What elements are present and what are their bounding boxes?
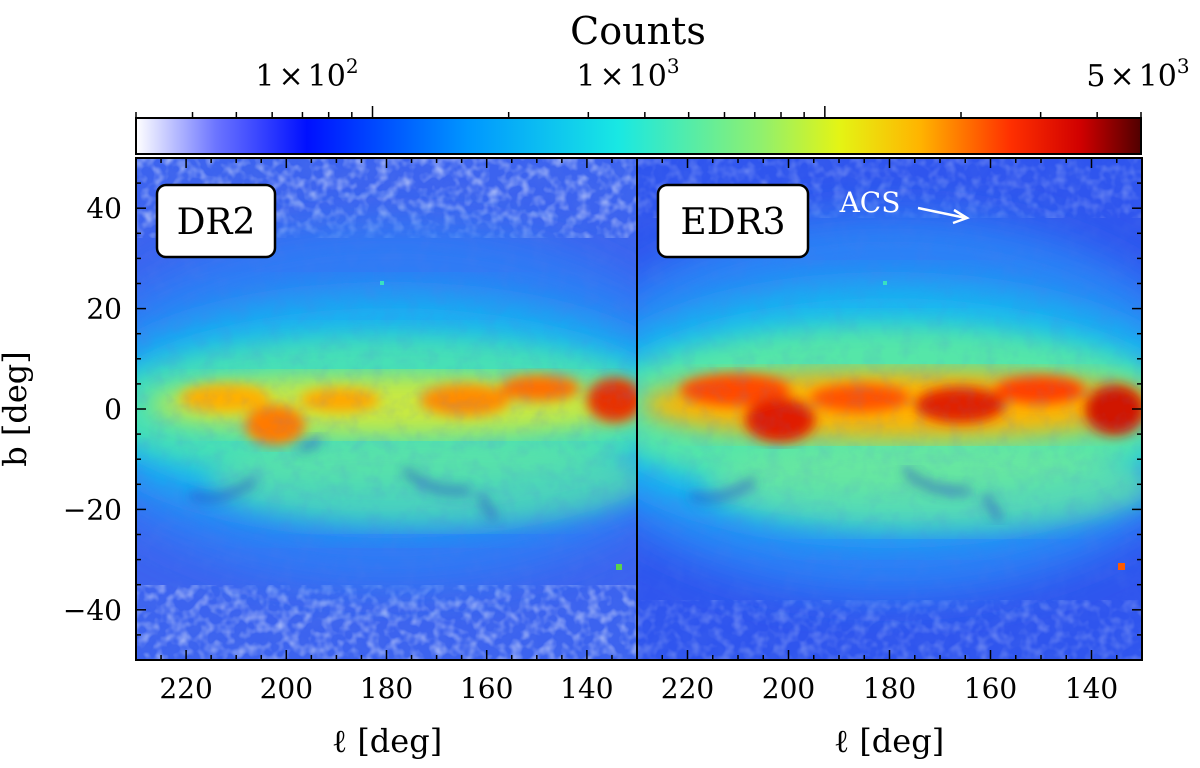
- y-tick-label: −40: [63, 594, 122, 627]
- x-tick-label: 160: [460, 672, 513, 705]
- x-tick-label: 200: [260, 672, 313, 705]
- x-tick-label: 160: [964, 672, 1017, 705]
- panel-edr3-compact-source-1: [883, 281, 887, 285]
- x-tick-label: 200: [762, 672, 815, 705]
- x-axis-title-edr3: ℓ [deg]: [834, 722, 944, 760]
- colorbar-tick-labels: 1 × 102 1 × 103 5 × 103: [255, 54, 1189, 94]
- panel-dr2-compact-source-2: [616, 564, 622, 570]
- y-tick-label: −20: [63, 493, 122, 526]
- x-tick-label: 140: [1065, 672, 1118, 705]
- panel-dr2-label: DR2: [177, 202, 256, 243]
- y-axis-title: b [deg]: [0, 351, 34, 467]
- x-tick-label: 180: [360, 672, 413, 705]
- panel-edr3-label-box: EDR3: [656, 183, 810, 259]
- acs-arrow: [917, 206, 970, 225]
- y-tick-label: 20: [86, 293, 122, 326]
- panel-dr2-compact-source-1: [380, 281, 384, 285]
- colorbar-tick-label-100: 1 × 102: [255, 54, 358, 94]
- colorbar-title: Counts: [570, 9, 706, 53]
- x-tick-label: 180: [863, 672, 916, 705]
- panel-dr2: DR2: [135, 157, 638, 661]
- x-tick-label: 220: [159, 672, 212, 705]
- x-axis-title-dr2: ℓ [deg]: [332, 722, 442, 760]
- x-tick-label: 140: [560, 672, 613, 705]
- colorbar-tick-label-1000: 1 × 103: [576, 54, 679, 94]
- x-tick-label: 220: [661, 672, 714, 705]
- acs-annotation: ACS: [839, 186, 901, 219]
- panel-edr3-compact-source-2: [1118, 563, 1125, 570]
- axes: 220 200 180 160 140 220 200 180 160 14040200−20−4…: [63, 157, 1143, 705]
- colorbar: [135, 117, 1142, 155]
- y-tick-label: 40: [86, 192, 122, 225]
- panel-dr2-label-box: DR2: [155, 183, 277, 259]
- panel-edr3: EDR3 ACS: [636, 157, 1143, 661]
- panel-edr3-label: EDR3: [680, 202, 785, 243]
- colorbar-ticks: [135, 106, 1142, 118]
- colorbar-tick-label-5000: 5 × 103: [1086, 54, 1189, 94]
- y-tick-label: 0: [104, 393, 122, 426]
